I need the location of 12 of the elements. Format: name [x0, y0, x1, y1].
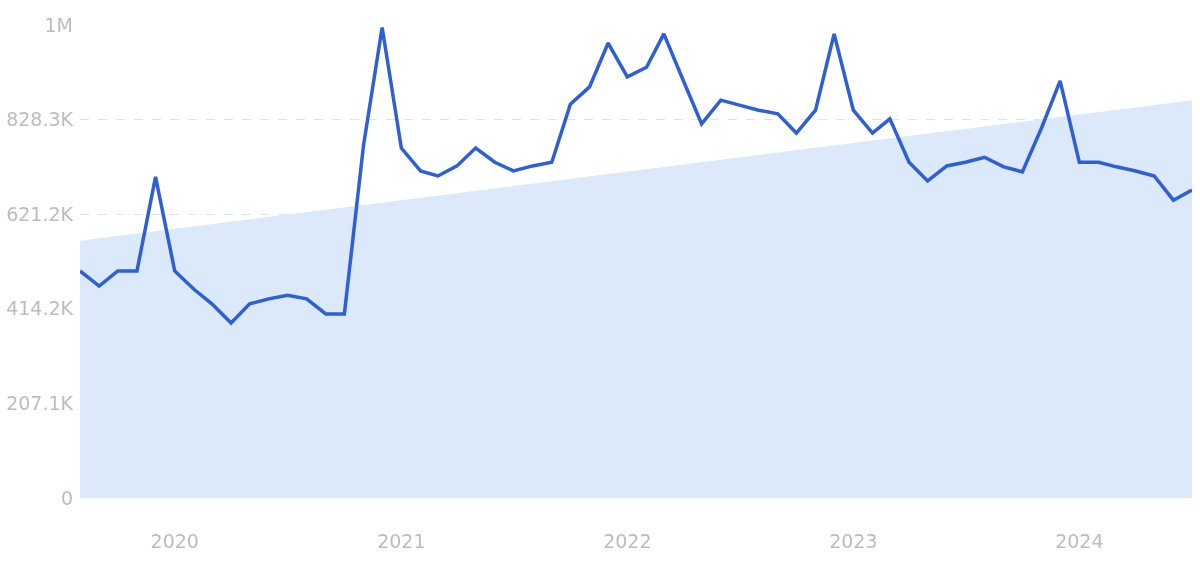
x-tick-label: 2023 — [829, 530, 878, 552]
x-tick-label: 2024 — [1055, 530, 1104, 552]
y-tick-label: 414.2K — [6, 297, 74, 320]
x-tick-label: 2021 — [377, 530, 426, 552]
x-tick-label: 2022 — [603, 530, 652, 552]
y-tick-label: 1M — [44, 13, 73, 36]
y-tick-label: 828.3K — [6, 108, 74, 131]
x-tick-label: 2020 — [150, 530, 199, 552]
line-series — [80, 25, 1192, 325]
y-tick-label: 621.2K — [6, 202, 74, 225]
y-tick-label: 0 — [60, 486, 73, 509]
y-tick-label: 207.1K — [6, 392, 74, 415]
